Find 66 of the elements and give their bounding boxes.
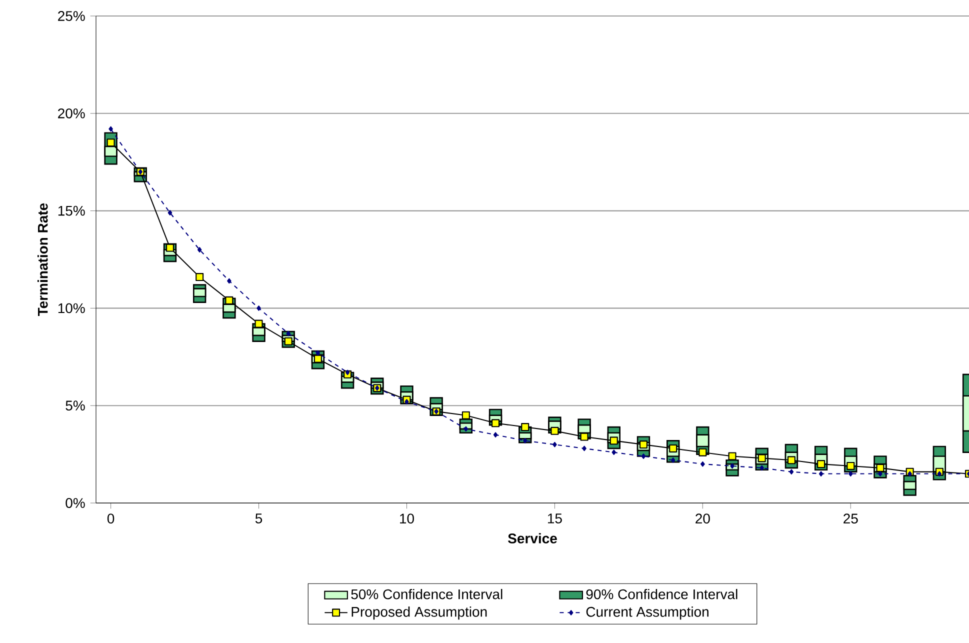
- point: [878, 471, 882, 476]
- y-tick-label: 20%: [58, 108, 85, 118]
- y-tick-label: 10%: [58, 303, 85, 314]
- y-tick-label: 5%: [66, 400, 85, 411]
- point: [521, 423, 530, 432]
- x-tick-label: 20: [696, 514, 710, 524]
- point: [550, 426, 559, 435]
- legend-label: Current Assumption: [586, 606, 708, 620]
- legend-label: 50% Confidence Interval: [351, 588, 502, 600]
- x-tick-label: 25: [844, 514, 858, 524]
- legend-label: Proposed Assumption: [352, 606, 487, 620]
- point: [197, 247, 202, 252]
- point: [316, 350, 320, 356]
- point: [108, 126, 113, 132]
- point: [787, 456, 796, 464]
- point: [284, 337, 292, 346]
- point: [106, 138, 115, 147]
- legend-label: 90% Confidence Interval: [586, 588, 738, 600]
- point: [256, 306, 261, 311]
- point: [641, 454, 646, 459]
- x-axis-title: Service: [508, 533, 557, 544]
- point: [464, 426, 468, 432]
- x-tick-label: 0: [107, 514, 114, 524]
- x-tick-label: 5: [255, 514, 262, 524]
- point: [760, 465, 764, 471]
- point: [227, 278, 232, 284]
- point: [168, 210, 172, 216]
- point: [345, 370, 350, 376]
- point: [730, 463, 734, 469]
- point: [876, 464, 884, 472]
- point: [639, 440, 648, 449]
- point: [908, 471, 912, 476]
- point: [404, 399, 409, 404]
- y-tick-label: 0%: [66, 498, 85, 508]
- point: [937, 471, 942, 476]
- point: [552, 442, 557, 448]
- point: [462, 411, 470, 420]
- point: [670, 457, 676, 463]
- point: [196, 273, 204, 282]
- point: [314, 354, 322, 363]
- y-tick-label: 25%: [58, 11, 85, 21]
- point: [700, 461, 705, 467]
- point: [166, 244, 174, 252]
- y-axis-title: Termination Rate: [37, 203, 48, 316]
- point: [286, 330, 290, 336]
- point: [758, 454, 766, 462]
- point: [669, 444, 678, 452]
- point: [846, 462, 855, 470]
- point: [612, 450, 616, 456]
- point: [580, 432, 588, 441]
- point: [728, 452, 736, 460]
- point: [818, 471, 824, 476]
- point: [225, 296, 234, 304]
- point: [492, 419, 500, 428]
- point: [582, 446, 586, 452]
- x-tick-label: 10: [400, 514, 414, 524]
- y-tick-label: 15%: [58, 206, 85, 216]
- point: [610, 436, 618, 445]
- point: [817, 460, 826, 468]
- point: [789, 469, 794, 474]
- point: [254, 320, 263, 328]
- point: [848, 471, 853, 476]
- point: [493, 432, 498, 438]
- point: [522, 438, 528, 444]
- point: [698, 448, 707, 456]
- x-tick-label: 15: [548, 514, 562, 524]
